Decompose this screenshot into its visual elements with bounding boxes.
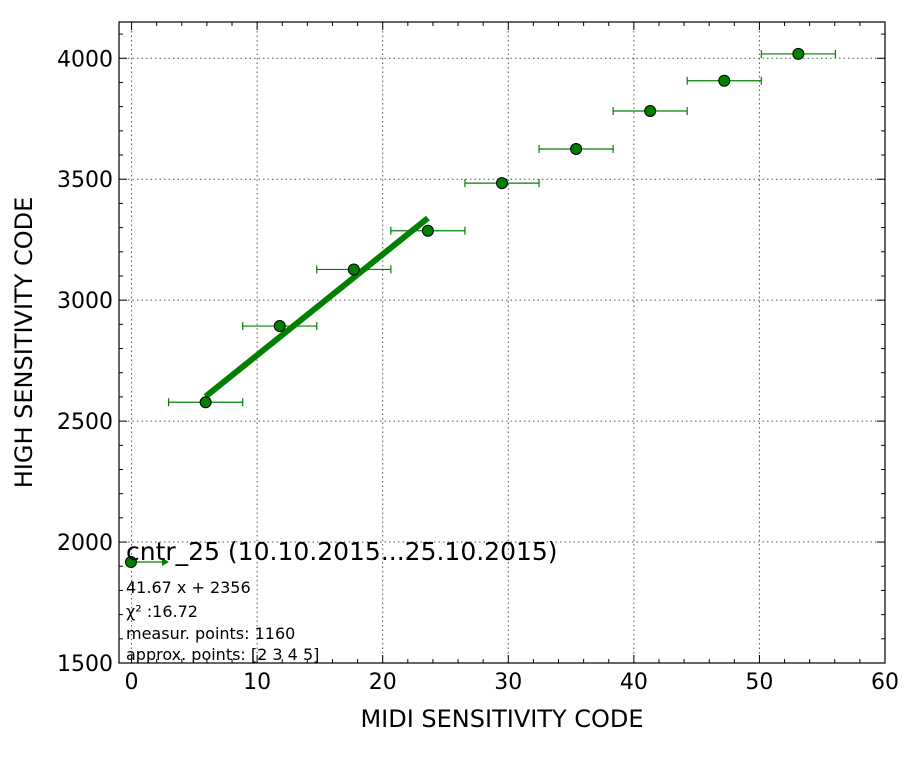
data-point xyxy=(421,224,434,237)
plot-frame xyxy=(118,21,886,664)
grid xyxy=(119,22,885,663)
annotation-title: cntr_25 (10.10.2015...25.10.2015) xyxy=(126,537,558,566)
x-tick-label: 50 xyxy=(745,670,773,695)
x-tick-label: 60 xyxy=(871,670,899,695)
data-point xyxy=(570,142,583,155)
y-tick-label: 3500 xyxy=(57,168,113,193)
fit-line xyxy=(203,215,430,399)
x-tick-label: 30 xyxy=(494,670,522,695)
y-axis-label: HIGH SENSITIVITY CODE xyxy=(10,197,38,489)
x-tick-label: 20 xyxy=(369,670,397,695)
data-point xyxy=(273,320,286,333)
data-point xyxy=(496,177,508,190)
data-point xyxy=(347,263,360,276)
legend-arrow-icon xyxy=(162,558,169,566)
data-point xyxy=(199,396,212,409)
x-tick-label: 10 xyxy=(243,670,271,695)
y-tick-label: 4000 xyxy=(57,47,113,72)
y-tick-label: 3000 xyxy=(57,289,113,314)
axis-ticks: 0 10 20 30 40 50 60 1500 2000 2500 3000 3500 4000 xyxy=(57,22,899,695)
y-tick-label: 2500 xyxy=(57,410,113,435)
fit-line-group xyxy=(203,215,430,399)
legend xyxy=(125,556,169,568)
x-axis-label: MIDI SENSITIVITY CODE xyxy=(360,705,643,733)
legend-point-marker xyxy=(125,556,137,568)
y-tick-label: 2000 xyxy=(57,531,113,556)
x-tick-label: 40 xyxy=(620,670,648,695)
annotation-measured-points: measur. points: 1160 xyxy=(126,624,295,643)
data-point xyxy=(718,74,731,87)
annotation-approx-points: approx. points: [2 3 4 5] xyxy=(126,645,319,664)
data-point xyxy=(792,47,805,60)
annotation-fit-equation: 41.67 x + 2356 xyxy=(126,578,251,597)
x-tick-label: 0 xyxy=(125,670,139,695)
y-tick-label: 1500 xyxy=(57,652,113,677)
annotation-chi-square: χ² :16.72 xyxy=(126,602,198,621)
data-point xyxy=(644,105,657,118)
data-points xyxy=(168,47,836,409)
